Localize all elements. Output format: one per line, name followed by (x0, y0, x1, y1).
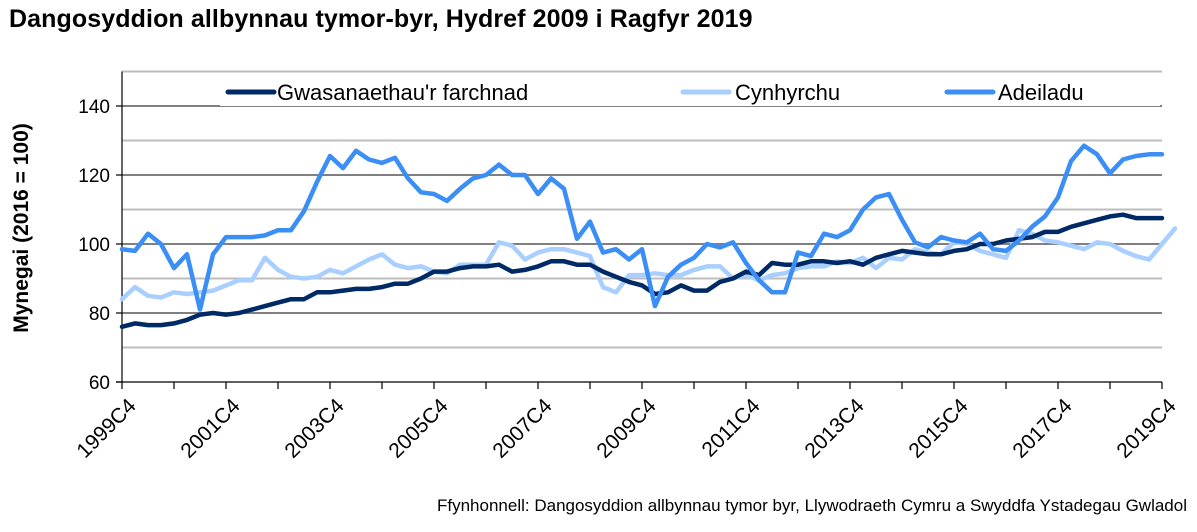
y-tick-label: 140 (78, 97, 110, 118)
x-tick-label: 2019C4 (1112, 394, 1181, 463)
x-tick-label: 2007C4 (488, 394, 557, 463)
x-axis-ticks: 1999C4 2001C4 2003C4 2005C4 2007C4 2009C4 2011… (72, 382, 1181, 463)
x-tick-label: 1999C4 (72, 394, 141, 463)
y-tick-label: 120 (78, 166, 110, 187)
y-tick-label: 100 (78, 235, 110, 256)
chart-title: Dangosyddion allbynnau tymor-byr, Hydref… (9, 5, 753, 33)
x-tick-label: 2009C4 (592, 394, 661, 463)
x-tick-label: 2017C4 (1008, 394, 1077, 463)
data-series (119, 143, 1178, 330)
source-note: Ffynhonnell: Dangosyddion allbynnau tymo… (437, 496, 1187, 515)
y-tick-label: 60 (89, 373, 110, 394)
y-axis-ticks: 60 80 100 120 140 (78, 97, 122, 394)
x-tick-label: 2015C4 (904, 394, 973, 463)
x-tick-label: 2001C4 (176, 394, 245, 463)
legend-label: Gwasanaethau'r farchnad (277, 80, 528, 105)
x-tick-label: 2011C4 (697, 394, 764, 461)
axes (116, 71, 1162, 383)
legend: Gwasanaethau'r farchnad Cynhyrchu Adeiladu (220, 76, 1160, 106)
y-tick-label: 80 (89, 304, 110, 325)
gridlines (122, 70, 1162, 349)
legend-label: Adeiladu (998, 80, 1084, 105)
x-tick-label: 2013C4 (800, 394, 869, 463)
x-tick-label: 2003C4 (280, 394, 349, 463)
x-tick-label: 2005C4 (384, 394, 453, 463)
series-line-2 (119, 143, 1165, 312)
legend-label: Cynhyrchu (735, 80, 840, 105)
